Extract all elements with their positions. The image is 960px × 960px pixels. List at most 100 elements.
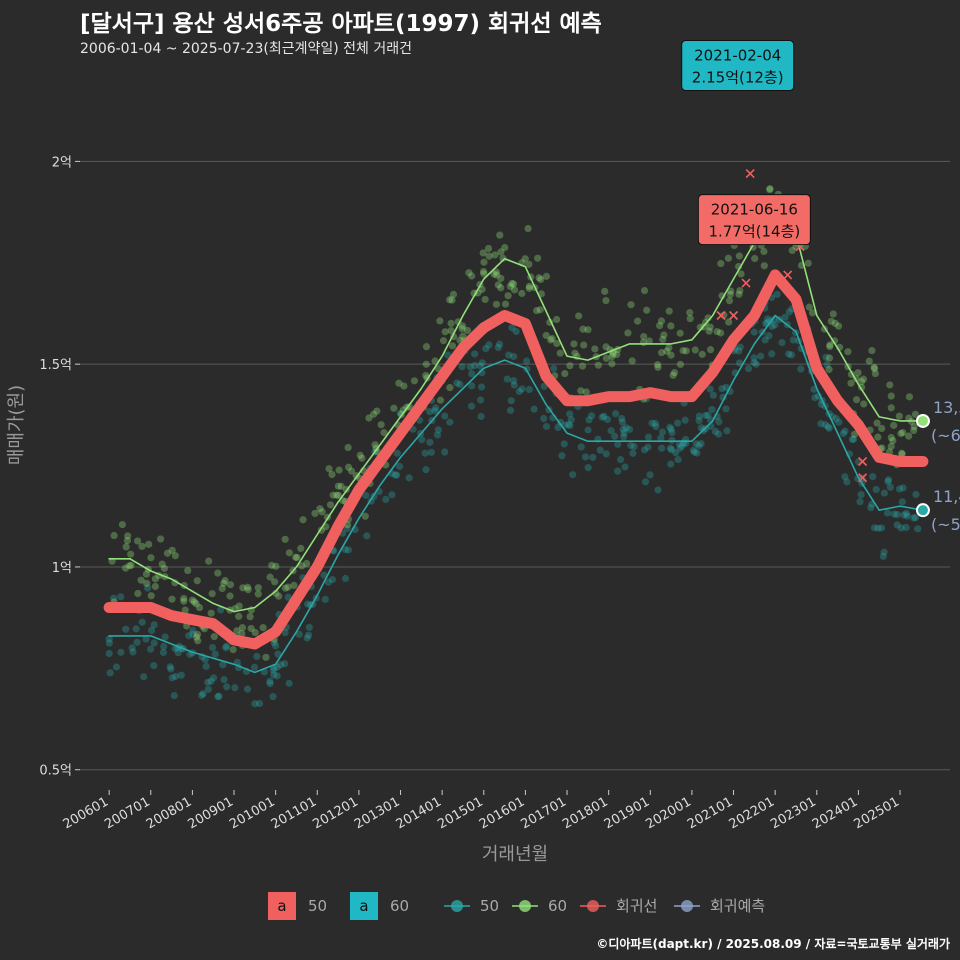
y-tick-label: 1억 xyxy=(52,561,72,576)
scatter-point xyxy=(900,511,908,519)
end-label-sub: (~50㎡) xyxy=(931,515,960,534)
scatter-point xyxy=(735,252,743,260)
scatter-point xyxy=(281,535,289,543)
scatter-point xyxy=(607,427,615,435)
scatter-point xyxy=(640,286,649,295)
scatter-point xyxy=(209,674,218,682)
scatter-point xyxy=(122,543,130,551)
scatter-point xyxy=(704,411,712,419)
scatter-point xyxy=(914,525,922,533)
scatter-point xyxy=(856,498,864,506)
scatter-point xyxy=(503,375,511,383)
scatter-point xyxy=(787,351,796,359)
scatter-point xyxy=(910,423,918,431)
scatter-point xyxy=(431,357,439,365)
scatter-point xyxy=(584,326,592,334)
x-tick-label: 201501 xyxy=(435,794,485,832)
scatter-point xyxy=(382,495,390,504)
scatter-point xyxy=(823,361,831,369)
scatter-point xyxy=(736,343,744,351)
scatter-point xyxy=(627,442,635,450)
scatter-point xyxy=(589,453,597,461)
scatter-point xyxy=(667,460,675,468)
scatter-point xyxy=(654,363,662,371)
scatter-point xyxy=(393,471,401,479)
scatter-point xyxy=(718,385,726,393)
scatter-point xyxy=(271,578,279,586)
end-point xyxy=(915,503,930,518)
scatter-point xyxy=(441,448,449,456)
scatter-point xyxy=(621,463,629,471)
scatter-point xyxy=(518,289,526,298)
scatter-point xyxy=(201,655,209,664)
scatter-point xyxy=(722,383,730,391)
scatter-point xyxy=(614,440,622,448)
scatter-point xyxy=(171,579,179,587)
scatter-point xyxy=(273,672,281,680)
scatter-point xyxy=(859,375,868,383)
scatter-point xyxy=(506,282,514,291)
scatter-point xyxy=(899,484,907,492)
scatter-point xyxy=(886,483,894,491)
scatter-point xyxy=(808,309,817,317)
scatter-point xyxy=(895,485,904,493)
scatter-point xyxy=(616,455,625,464)
x-tick-label: 202501 xyxy=(852,794,902,832)
scatter-point xyxy=(522,357,531,365)
scatter-point xyxy=(299,516,307,524)
scatter-point xyxy=(105,639,113,647)
scatter-point xyxy=(305,623,313,632)
scatter-point xyxy=(166,663,174,671)
scatter-point xyxy=(337,482,345,490)
scatter-point xyxy=(692,440,700,448)
scatter-point xyxy=(290,581,298,590)
scatter-point xyxy=(725,318,733,326)
scatter-point xyxy=(596,446,604,454)
scatter-point xyxy=(214,692,222,701)
scatter-point xyxy=(542,422,551,431)
recent-trade-mark xyxy=(716,310,726,321)
end-label-value: 13,594 xyxy=(933,398,960,417)
scatter-point xyxy=(825,424,833,432)
scatter-point xyxy=(613,350,621,359)
scatter-point xyxy=(161,633,169,641)
scatter-point xyxy=(870,363,878,371)
scatter-point xyxy=(243,583,252,591)
scatter-point xyxy=(422,466,430,474)
scatter-point xyxy=(622,424,630,432)
recent-trade-mark xyxy=(728,310,739,321)
scatter-point xyxy=(575,312,583,320)
scatter-point xyxy=(736,286,744,295)
scatter-point xyxy=(880,548,888,556)
legend-swatch-letter: a xyxy=(277,897,286,915)
scatter-point xyxy=(198,691,206,699)
scatter-point xyxy=(422,371,430,380)
scatter-point xyxy=(281,628,289,637)
scatter-point xyxy=(448,296,456,304)
scatter-point xyxy=(887,392,895,400)
scatter-point xyxy=(495,340,504,348)
scatter-point xyxy=(458,325,466,333)
scatter-point xyxy=(195,603,204,612)
scatter-point xyxy=(585,416,593,424)
scatter-point xyxy=(750,354,758,362)
scatter-point xyxy=(171,672,180,681)
scatter-point xyxy=(262,653,270,661)
scatter-point xyxy=(393,449,401,457)
scatter-point xyxy=(811,394,819,402)
x-tick-label: 201801 xyxy=(560,794,610,832)
legend-swatch-letter: a xyxy=(359,897,368,915)
scatter-point xyxy=(202,662,210,670)
scatter-point xyxy=(189,626,197,634)
scatter-point xyxy=(272,562,280,570)
scatter-point xyxy=(446,384,454,392)
scatter-point xyxy=(426,438,434,446)
scatter-point xyxy=(708,405,716,414)
scatter-point xyxy=(484,244,493,253)
scatter-point xyxy=(858,378,866,386)
scatter-point xyxy=(718,292,726,300)
scatter-point xyxy=(199,690,207,698)
scatter-point xyxy=(250,663,259,671)
scatter-point xyxy=(847,379,855,387)
scatter-point xyxy=(871,369,879,378)
